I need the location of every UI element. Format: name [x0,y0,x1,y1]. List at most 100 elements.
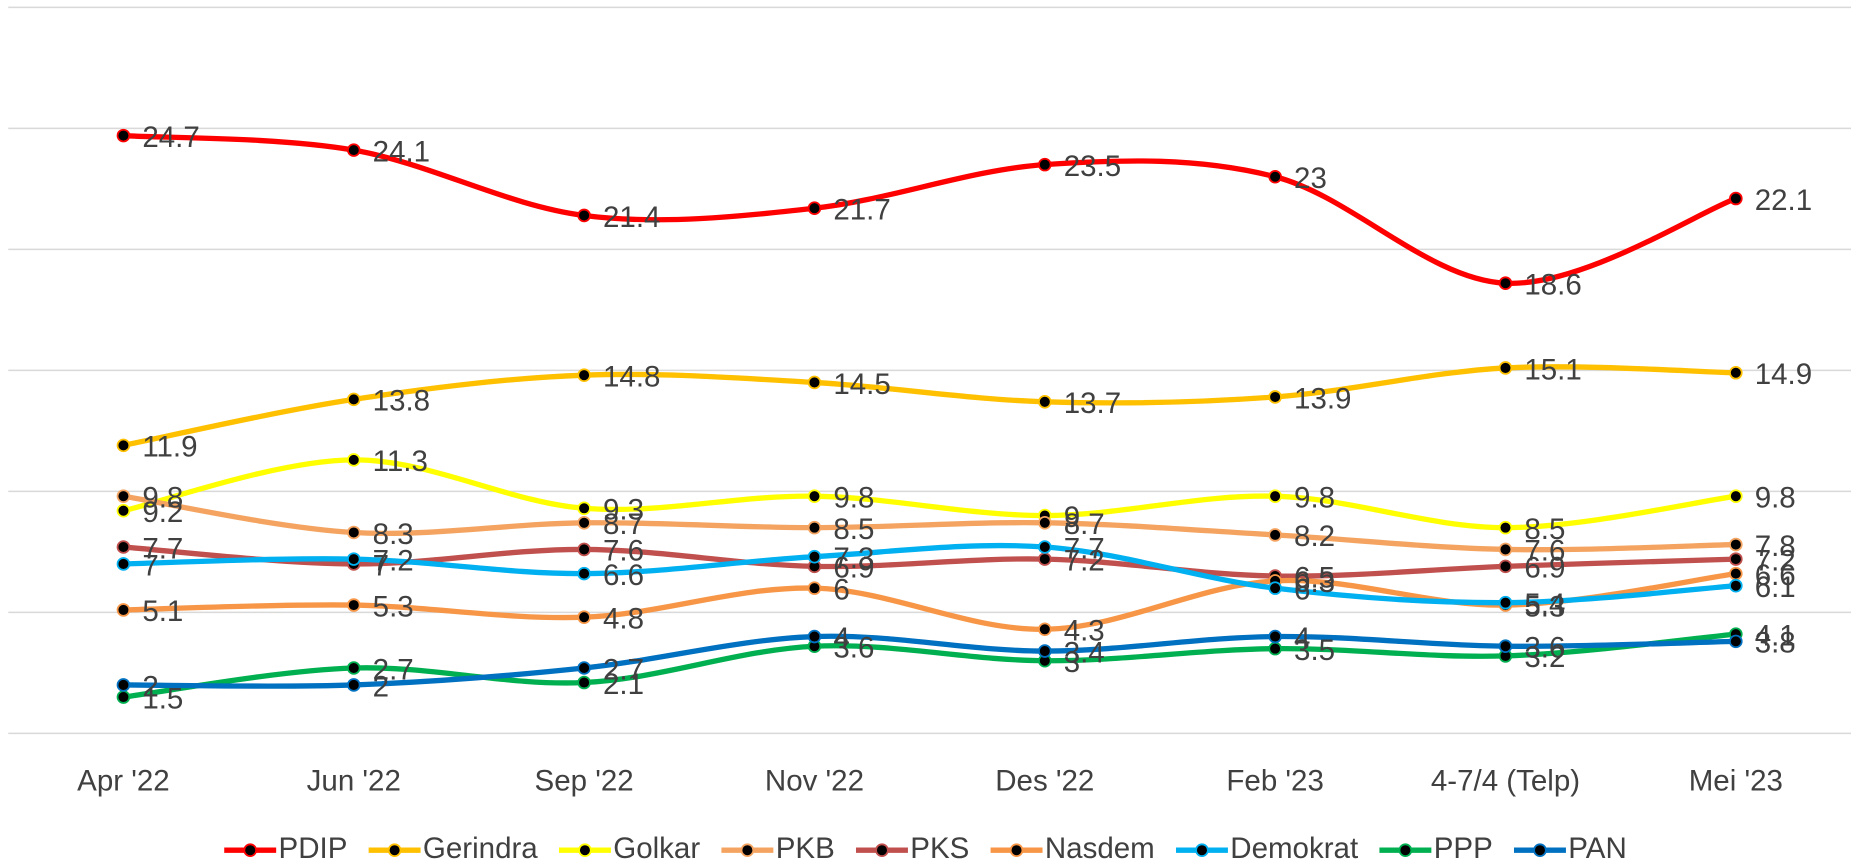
data-point [346,598,361,612]
data-point [1498,520,1513,535]
data-point [1498,542,1513,557]
data-label: 7 [142,549,158,582]
data-point [116,540,131,554]
data-point [577,501,591,516]
data-point [1498,595,1513,610]
data-label: 7.2 [1064,544,1105,577]
data-label: 1.5 [142,682,183,715]
data-label: 14.8 [603,361,660,394]
data-label: 5.3 [373,590,414,623]
data-point [807,489,822,503]
data-label: 7.7 [1064,532,1105,565]
data-label: 2.7 [603,653,644,686]
legend-marker [578,843,592,857]
data-label: 4.1 [1755,619,1796,652]
data-label: 8.5 [1524,513,1565,546]
data-point [116,489,131,503]
data-label: 3 [1064,646,1080,679]
legend-marker [1195,843,1209,857]
data-label: 4 [1294,622,1310,655]
data-point [1729,537,1743,552]
legend-marker [243,843,257,857]
legend-label: Demokrat [1230,832,1358,865]
data-label: 2.1 [603,668,644,701]
series-line [120,364,1739,449]
data-point [1729,634,1743,649]
data-point [1729,578,1743,593]
data-label: 11.3 [373,445,428,478]
x-tick-label: 4-7/4 (Telp) [1431,765,1580,798]
series-line [120,493,1739,553]
data-point [577,516,591,530]
series-line [120,631,1739,700]
data-label: 6.6 [1755,559,1796,592]
legend-label: PPP [1434,832,1493,865]
data-label: 7.3 [833,542,874,575]
data-label: 3.8 [1755,627,1796,660]
data-point [1729,566,1743,581]
data-point [1729,552,1743,566]
data-label: 2 [142,670,158,703]
data-point [346,661,361,675]
data-label: 9.8 [833,482,874,515]
data-label: 24.7 [142,121,199,154]
data-label: 3.6 [833,632,874,665]
data-point [116,438,131,453]
data-label: 24.1 [373,135,430,168]
data-label: 7.7 [142,532,183,565]
data-label: 3.2 [1524,641,1565,674]
data-point [346,143,361,157]
data-point [1268,169,1282,184]
data-label: 8.7 [603,508,644,541]
data-point [1729,365,1743,380]
data-point [577,208,591,223]
data-point [1498,639,1513,654]
legend-label: Golkar [613,832,700,865]
data-point [1038,540,1052,554]
data-label: 11.9 [142,431,197,464]
x-tick-label: Feb '23 [1226,765,1323,798]
legend-label: Gerindra [423,832,538,865]
data-point [1038,552,1052,566]
data-label: 3.4 [1064,636,1105,669]
data-point [116,503,131,518]
data-point [577,675,591,690]
series-line [120,457,1739,531]
data-label: 21.7 [833,194,890,227]
data-point [116,678,131,692]
data-label: 18.6 [1524,269,1581,302]
x-tick-label: Apr '22 [77,765,170,798]
data-label: 2.7 [373,653,414,686]
data-label: 6.1 [1755,571,1796,604]
series-line [120,542,1739,606]
x-tick-label: Sep '22 [535,765,634,798]
data-label: 6 [1294,573,1310,606]
data-point [807,549,822,564]
data-point [116,128,131,143]
legend-label: PDIP [279,832,348,865]
data-label: 7 [373,549,389,582]
data-point [1268,528,1282,542]
legend-marker [1009,843,1024,857]
legend-label: PAN [1568,832,1626,865]
data-label: 13.9 [1294,382,1351,415]
legend: PDIP Gerindra Golkar PKB PKS Nasdem Demokrat PP… [224,832,1627,865]
data-point [577,610,591,624]
series-line [120,633,1739,689]
x-tick-label: Nov '22 [765,765,864,798]
data-label: 14.5 [833,368,890,401]
legend-marker [875,843,889,857]
data-point [1038,622,1052,637]
data-label: 5.3 [1524,590,1565,623]
data-label: 23.5 [1064,150,1121,183]
data-point [807,375,822,390]
data-label: 7.6 [603,535,644,568]
legend-marker [1533,843,1547,857]
data-label: 22.1 [1755,184,1812,217]
data-label: 6.3 [1294,566,1335,599]
data-label: 13.7 [1064,387,1121,420]
data-point [1268,390,1282,404]
data-label: 6.6 [603,559,644,592]
